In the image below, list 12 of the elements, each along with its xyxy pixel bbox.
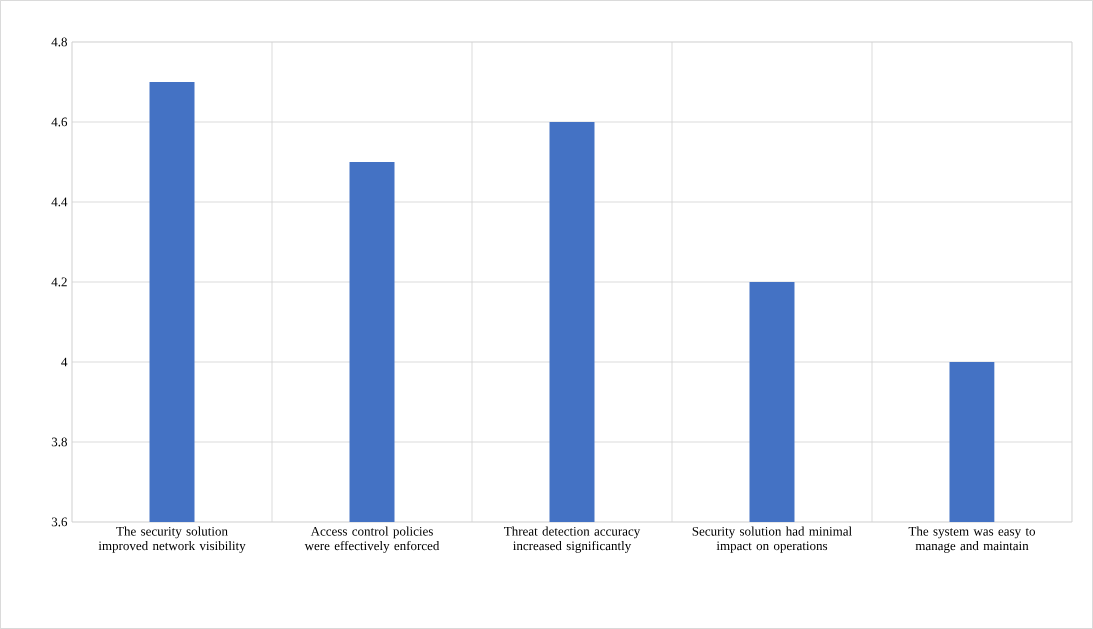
y-tick-label: 4.2 xyxy=(51,277,67,287)
y-tick-label: 4.6 xyxy=(51,117,68,127)
x-tick-label: The system was easy to manage and maintain xyxy=(908,526,1036,553)
x-tick-label: The security solution improved network visibility xyxy=(98,526,246,553)
x-tick-label: Security solution had minimal impact on operations xyxy=(692,526,852,553)
x-tick-label: Access control policies were effectively enforced xyxy=(304,526,440,553)
y-tick-label: 4.4 xyxy=(51,197,68,207)
y-tick-label: 3.8 xyxy=(51,437,67,447)
y-tick-label: 4.8 xyxy=(51,37,67,47)
y-tick-label: 3.6 xyxy=(51,517,68,527)
x-tick-label: Threat detection accuracy increased significantly xyxy=(504,526,641,553)
y-tick-label: 4 xyxy=(61,357,68,367)
